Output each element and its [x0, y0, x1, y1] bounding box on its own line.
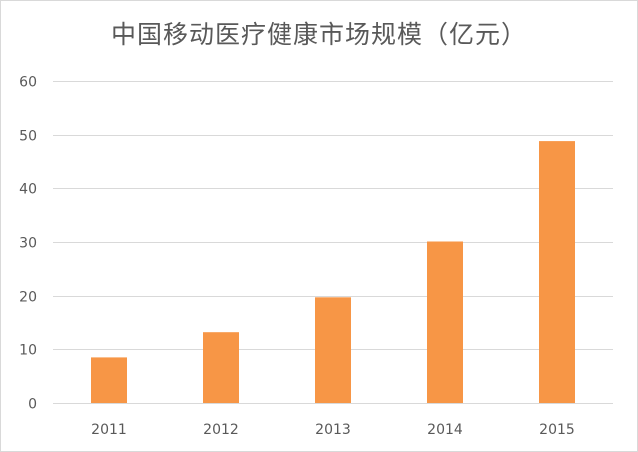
- chart-title: 中国移动医疗健康市场规模（亿元）: [110, 20, 527, 49]
- y-tick-label: 30: [19, 236, 37, 252]
- x-tick-label: 2011: [91, 422, 127, 438]
- y-tick-label: 60: [19, 75, 37, 91]
- x-tick-label: 2013: [315, 422, 351, 438]
- bar-2015: [539, 141, 575, 403]
- bar-2013: [315, 297, 351, 403]
- bar-2012: [203, 332, 239, 403]
- y-tick-label: 10: [19, 343, 37, 359]
- y-tick-label: 50: [19, 129, 37, 145]
- bar-2014: [427, 241, 463, 403]
- y-tick-label: 0: [28, 397, 37, 413]
- y-tick-label: 20: [19, 290, 37, 306]
- x-tick-label: 2014: [427, 422, 463, 438]
- bar-2011: [91, 357, 127, 403]
- x-tick-label: 2015: [539, 422, 575, 438]
- x-tick-label: 2012: [203, 422, 239, 438]
- y-tick-label: 40: [19, 182, 37, 198]
